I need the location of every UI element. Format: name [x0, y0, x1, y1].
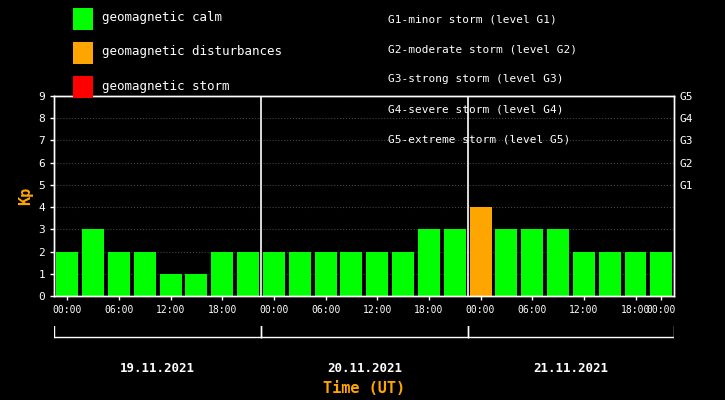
Text: 19.11.2021: 19.11.2021 [120, 362, 195, 375]
Text: geomagnetic calm: geomagnetic calm [102, 12, 222, 24]
Bar [186, 274, 207, 296]
Bar [108, 252, 130, 296]
Bar [289, 252, 311, 296]
Bar [521, 229, 543, 296]
Text: 20.11.2021: 20.11.2021 [327, 362, 402, 375]
Text: Time (UT): Time (UT) [323, 381, 405, 396]
Bar [57, 252, 78, 296]
Bar [624, 252, 647, 296]
Text: 21.11.2021: 21.11.2021 [534, 362, 608, 375]
Text: geomagnetic disturbances: geomagnetic disturbances [102, 46, 281, 58]
Text: G5-extreme storm (level G5): G5-extreme storm (level G5) [388, 134, 570, 144]
Bar [341, 252, 362, 296]
Text: G2-moderate storm (level G2): G2-moderate storm (level G2) [388, 44, 577, 54]
Bar [573, 252, 594, 296]
Bar [599, 252, 621, 296]
Bar [315, 252, 336, 296]
Bar [547, 229, 569, 296]
Bar [82, 229, 104, 296]
Y-axis label: Kp: Kp [18, 187, 33, 205]
Bar [470, 207, 492, 296]
Bar [366, 252, 388, 296]
Bar [160, 274, 181, 296]
Bar [134, 252, 156, 296]
Text: G1-minor storm (level G1): G1-minor storm (level G1) [388, 14, 557, 24]
Bar [418, 229, 440, 296]
Bar [495, 229, 518, 296]
Bar [211, 252, 233, 296]
Bar [444, 229, 465, 296]
Text: geomagnetic storm: geomagnetic storm [102, 80, 229, 92]
Bar [392, 252, 414, 296]
Text: G4-severe storm (level G4): G4-severe storm (level G4) [388, 104, 563, 114]
Bar [650, 252, 672, 296]
Bar [237, 252, 259, 296]
Text: G3-strong storm (level G3): G3-strong storm (level G3) [388, 74, 563, 84]
Bar [263, 252, 285, 296]
